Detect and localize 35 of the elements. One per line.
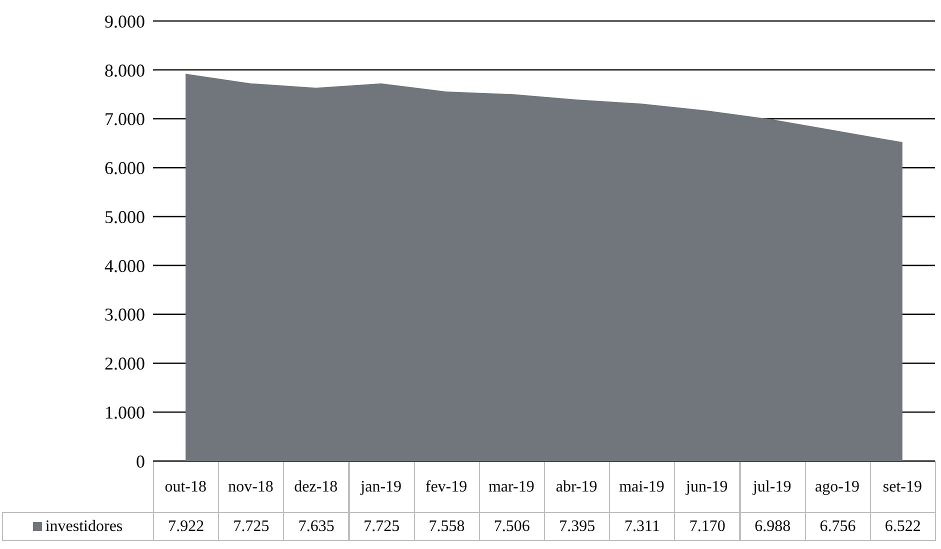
y-tick-label: 5.000 — [104, 206, 145, 227]
legend-label: investidores — [44, 518, 123, 536]
data-label: 7.725 — [218, 512, 284, 541]
x-tick-label: abr-19 — [556, 478, 598, 496]
x-tick-label: nov-18 — [228, 478, 274, 496]
data-label: 6.988 — [740, 512, 806, 541]
y-tick-label: 9.000 — [104, 11, 145, 32]
y-tick-label: 0 — [136, 451, 145, 472]
y-tick-label: 3.000 — [104, 304, 145, 325]
data-label: 7.311 — [609, 512, 676, 541]
y-tick-label: 4.000 — [104, 256, 145, 276]
data-label: 7.506 — [478, 512, 545, 541]
x-tick-label: jul-19 — [752, 478, 792, 496]
x-tick-label: jun-19 — [685, 478, 728, 496]
x-tick-label: ago-19 — [815, 478, 860, 496]
x-tick-label: set-19 — [882, 478, 922, 496]
data-label: 7.635 — [283, 512, 350, 541]
y-tick-label: 7.000 — [104, 109, 145, 130]
y-tick-label: 1.000 — [104, 402, 145, 422]
data-label: 7.558 — [414, 512, 480, 541]
data-label: 7.922 — [153, 512, 220, 541]
y-tick-label: 2.000 — [104, 354, 145, 374]
x-tick-label: out-18 — [164, 478, 206, 496]
data-label: 7.395 — [544, 512, 610, 541]
data-label: 7.170 — [674, 512, 740, 541]
data-label: 6.522 — [870, 512, 936, 541]
data-label: 7.725 — [348, 512, 415, 541]
y-tick-label: 8.000 — [104, 60, 145, 80]
data-label: 6.756 — [804, 512, 871, 541]
x-tick-label: dez-18 — [294, 478, 338, 496]
x-tick-label: mar-19 — [488, 478, 534, 496]
y-tick-label: 6.000 — [104, 158, 145, 178]
x-tick-label: jan-19 — [360, 478, 402, 496]
x-tick-label: fev-19 — [425, 478, 468, 496]
x-tick-label: mai-19 — [619, 478, 664, 496]
